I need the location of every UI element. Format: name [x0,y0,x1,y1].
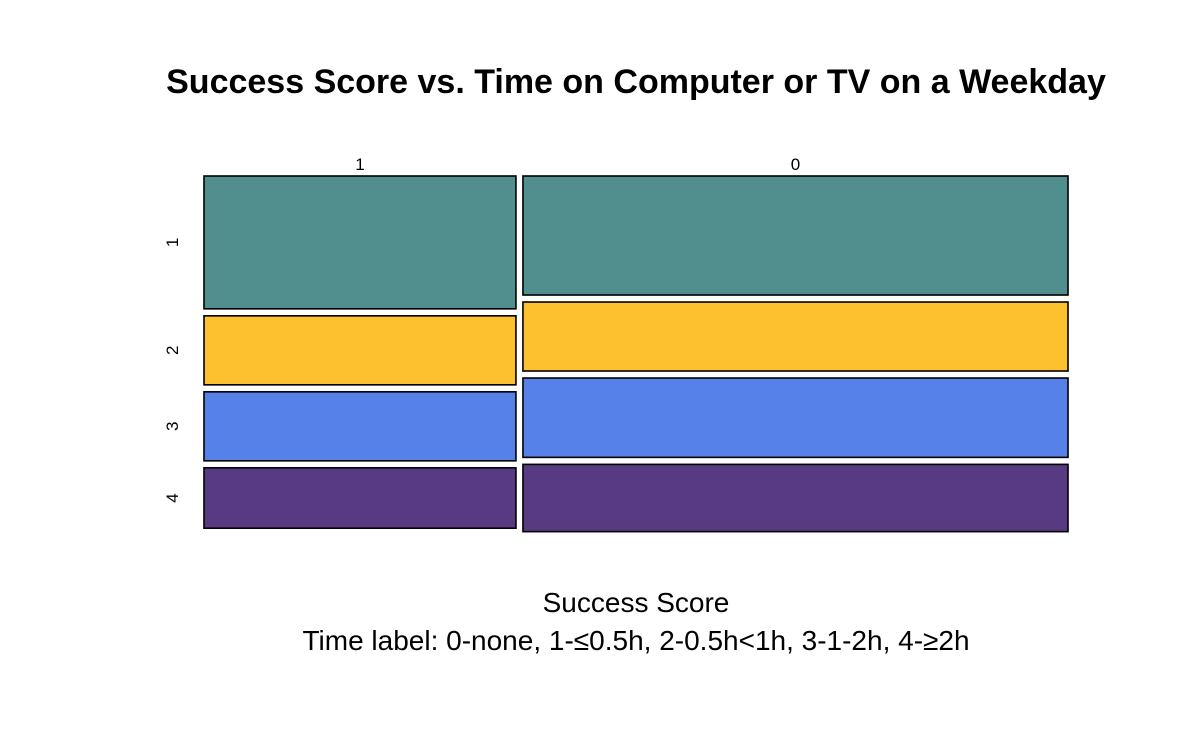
column-tick-label: 1 [355,155,364,174]
row-tick-label: 1 [163,238,182,247]
x-axis-label: Success Score [543,587,730,618]
mosaic-tile-col1-row2 [203,315,517,386]
mosaic-tile-col1-row1 [203,175,517,310]
mosaic-tile-col0-row2 [522,301,1069,372]
column-tick-label: 0 [791,155,800,174]
chart-title: Success Score vs. Time on Computer or TV… [166,63,1106,101]
mosaic-tile-col0-row4 [522,463,1069,533]
mosaic-tile-col1-row4 [203,467,517,530]
mosaic-tiles [203,175,1069,533]
row-tick-label: 4 [163,493,182,502]
mosaic-tile-col0-row1 [522,175,1069,296]
row-tick-label: 2 [163,346,182,355]
mosaic-tile-col0-row3 [522,377,1069,459]
time-legend-caption: Time label: 0-none, 1-≤0.5h, 2-0.5h<1h, … [302,625,969,656]
row-tick-labels: 1 2 3 4 [163,238,182,503]
row-tick-label: 3 [163,422,182,431]
mosaic-tile-col1-row3 [203,391,517,462]
